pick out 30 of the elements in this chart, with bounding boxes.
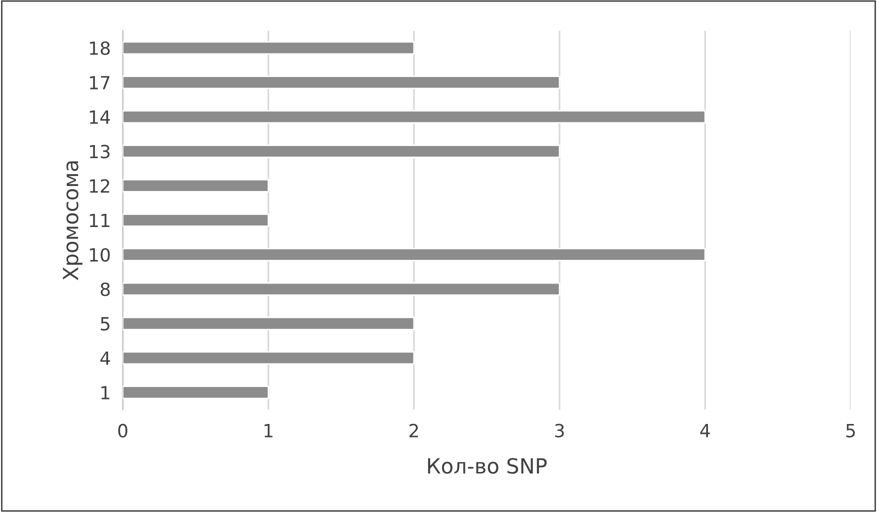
x-tick-label: 0 — [118, 424, 128, 438]
y-tick-label: 5 — [100, 317, 110, 331]
y-tick-label: 11 — [90, 214, 110, 228]
bar — [122, 386, 270, 400]
y-axis-title: Хромосома — [62, 161, 82, 280]
y-tick-label: 1 — [101, 386, 110, 400]
x-tick-label: 2 — [410, 424, 418, 438]
y-tick-label: 8 — [100, 282, 110, 296]
y-tick-label: 14 — [90, 110, 110, 124]
bar — [122, 213, 270, 227]
y-tick-label: 12 — [90, 179, 110, 193]
bar — [122, 351, 415, 365]
x-axis-title: Кол-во SNP — [428, 458, 547, 474]
y-tick-label: 4 — [100, 352, 110, 365]
y-tick-label: 13 — [90, 144, 110, 158]
bar — [122, 316, 415, 330]
y-tick-label: 18 — [90, 41, 110, 56]
y-tick-label: 17 — [90, 76, 110, 90]
x-tick-label: 1 — [264, 424, 272, 438]
x-tick-label: 4 — [700, 424, 710, 438]
bar — [122, 282, 560, 296]
y-tick-label: 10 — [90, 248, 110, 262]
bar — [122, 76, 560, 90]
x-tick-label: 5 — [846, 424, 855, 438]
bar — [122, 178, 270, 192]
x-tick-label: 3 — [555, 424, 564, 438]
bar — [122, 110, 706, 124]
bar — [122, 41, 415, 55]
bar — [122, 144, 560, 158]
bar — [122, 248, 706, 262]
